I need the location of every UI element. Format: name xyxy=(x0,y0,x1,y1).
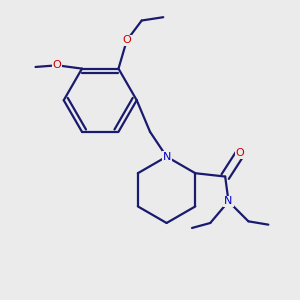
Text: O: O xyxy=(122,35,131,45)
Text: N: N xyxy=(224,196,233,206)
Text: N: N xyxy=(162,152,171,162)
Text: O: O xyxy=(236,148,244,158)
Text: O: O xyxy=(53,60,62,70)
